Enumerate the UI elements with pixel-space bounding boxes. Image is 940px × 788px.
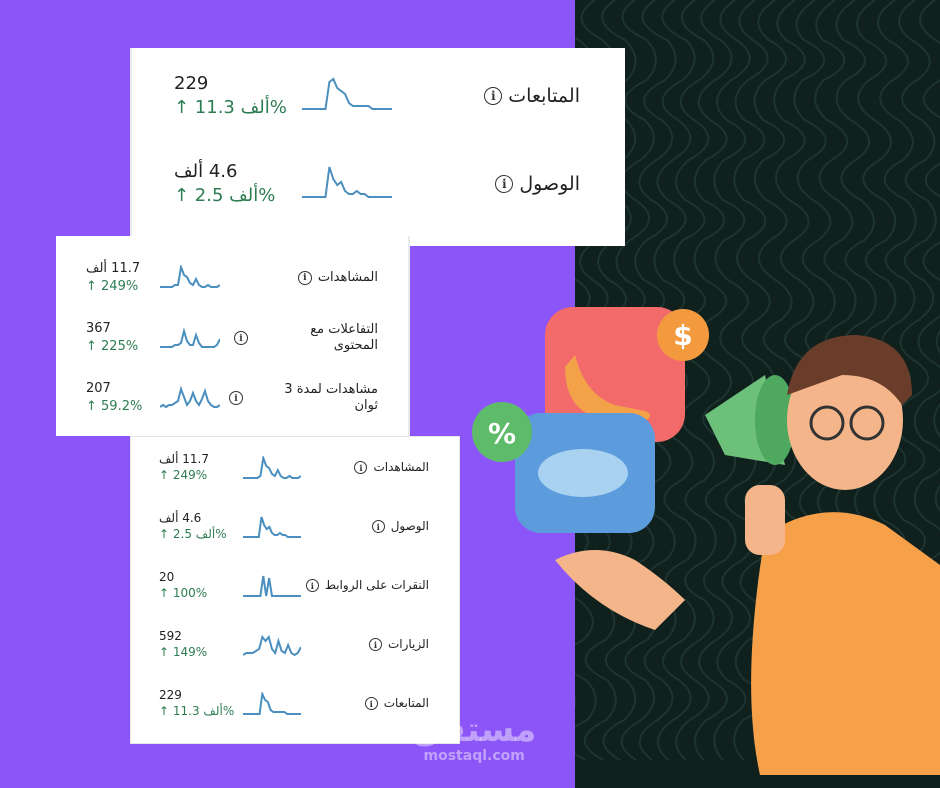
- person-hair: [787, 335, 912, 405]
- metric-label: النقرات على الروابط i: [305, 570, 429, 601]
- metric-value: 20: [159, 570, 175, 584]
- sparkline-line: [243, 456, 301, 479]
- mostaql-watermark: مستقل mostaql.com: [412, 712, 536, 764]
- info-icon[interactable]: i: [495, 175, 514, 194]
- wave-line: [653, 0, 697, 761]
- info-icon[interactable]: i: [371, 520, 385, 534]
- metric-value: 229: [174, 73, 209, 94]
- hat-icon: [538, 449, 628, 497]
- sparkline-line: [243, 575, 301, 597]
- sparkline: [243, 575, 301, 597]
- sparkline: [243, 516, 301, 538]
- metric-value: 592: [159, 629, 182, 643]
- sparkline: [160, 385, 220, 409]
- metric-name: الزيارات: [387, 637, 429, 652]
- metric-name: الوصول: [390, 519, 429, 534]
- metric-value: 11.7 ألف: [159, 452, 209, 466]
- wave-line: [713, 0, 757, 761]
- metric-name: الوصول: [519, 172, 580, 195]
- person-hand: [555, 550, 685, 630]
- metric-change: ↑ 249%: [159, 468, 208, 483]
- metric-change: ↑ 100%: [159, 586, 208, 601]
- watermark-latin: mostaql.com: [423, 748, 525, 764]
- sparkline-line: [243, 516, 301, 538]
- metric-name: المتابعات: [383, 696, 429, 711]
- sparkline: [243, 692, 301, 715]
- person-sweater: [751, 512, 940, 775]
- metric-label: المتابعات i: [484, 73, 580, 120]
- metric-name: المتابعات: [508, 84, 580, 107]
- percent-badge: [472, 402, 532, 462]
- metric-change: ↑ 149%: [159, 645, 208, 660]
- person-face: [787, 350, 903, 490]
- info-icon[interactable]: i: [354, 461, 368, 475]
- info-icon[interactable]: i: [229, 391, 243, 406]
- sparkline-line: [160, 265, 220, 288]
- metric-name: المشاهدات: [317, 269, 378, 285]
- sparkline-line: [243, 634, 301, 657]
- sparkline-line: [243, 692, 301, 715]
- metric-name: المشاهدات: [373, 460, 429, 475]
- info-icon[interactable]: i: [364, 697, 378, 711]
- sparkline: [160, 265, 220, 288]
- metric-change: ↑ 225%: [86, 338, 139, 354]
- metric-label: الوصول i: [495, 161, 580, 208]
- metrics-card-medium: المشاهدات i 11.7 ألف ↑ 249% i التفاعلات مع ال…: [56, 236, 410, 436]
- metric-change: ↑ 11.3 ألف%: [174, 97, 287, 119]
- info-icon[interactable]: i: [297, 270, 312, 285]
- metric-name: مشاهدات لمدة 3 ثوان: [284, 381, 378, 413]
- metric-value: 4.6 ألف: [159, 511, 202, 525]
- metric-name: النقرات على الروابط: [324, 578, 429, 593]
- metric-label: الزيارات i: [368, 629, 429, 660]
- person-fist: [745, 485, 785, 555]
- megaphone-bell: [755, 375, 795, 465]
- metric-label: مشاهدات لمدة 3 ثوان: [283, 381, 378, 415]
- info-icon[interactable]: i: [305, 579, 319, 593]
- sparkline: [243, 634, 301, 657]
- metric-value: 229: [159, 688, 182, 702]
- metric-value: 367: [86, 321, 111, 336]
- sparkline: [243, 456, 301, 479]
- metric-change: ↑ 2.5 ألف%: [174, 185, 276, 207]
- metric-label: المشاهدات i: [297, 261, 378, 295]
- shoe-icon: [565, 355, 650, 421]
- sparkline: [302, 77, 392, 110]
- metric-value: 207: [86, 381, 111, 396]
- metric-label: الوصول i: [371, 511, 429, 542]
- info-icon[interactable]: i: [368, 638, 382, 652]
- metrics-card-large: المتابعات i 229 ↑ 11.3 ألف% الوصول i 4.6 ألف ↑ …: [130, 48, 625, 246]
- metric-change: ↑ 2.5 ألف%: [159, 527, 227, 542]
- metric-value: 11.7 ألف: [86, 261, 141, 276]
- metric-change: ↑ 59.2%: [86, 398, 143, 414]
- metric-label: المتابعات i: [364, 688, 429, 719]
- wave-line: [673, 0, 717, 761]
- percent-icon: %: [488, 417, 516, 450]
- sparkline: [160, 327, 220, 348]
- metrics-card-small: المشاهدات i 11.7 ألف ↑ 249% الوصول i 4.6 ألف ↑ …: [130, 436, 460, 744]
- info-icon[interactable]: i: [484, 87, 503, 106]
- sparkline-line: [160, 385, 220, 409]
- dollar-badge: [657, 309, 709, 361]
- glasses-lens: [849, 405, 885, 441]
- glasses: [809, 405, 845, 441]
- metric-change: ↑ 11.3 ألف%: [159, 704, 235, 719]
- sparkline-line: [302, 77, 392, 110]
- watermark-arabic: مستقل: [412, 710, 537, 750]
- metric-label: التفاعلات مع المحتوى: [283, 321, 378, 355]
- dollar-icon: $: [673, 319, 692, 352]
- metric-value: 4.6 ألف: [174, 161, 238, 182]
- metric-name: التفاعلات مع المحتوى: [310, 321, 378, 353]
- marketer-illustration: $ %: [472, 307, 940, 775]
- info-icon[interactable]: i: [234, 331, 248, 346]
- wave-line: [693, 0, 737, 761]
- metric-label: المشاهدات i: [354, 452, 429, 483]
- sparkline: [302, 166, 392, 198]
- metric-change: ↑ 249%: [86, 278, 139, 294]
- sparkline-line: [160, 327, 220, 348]
- sparkline-line: [302, 166, 392, 198]
